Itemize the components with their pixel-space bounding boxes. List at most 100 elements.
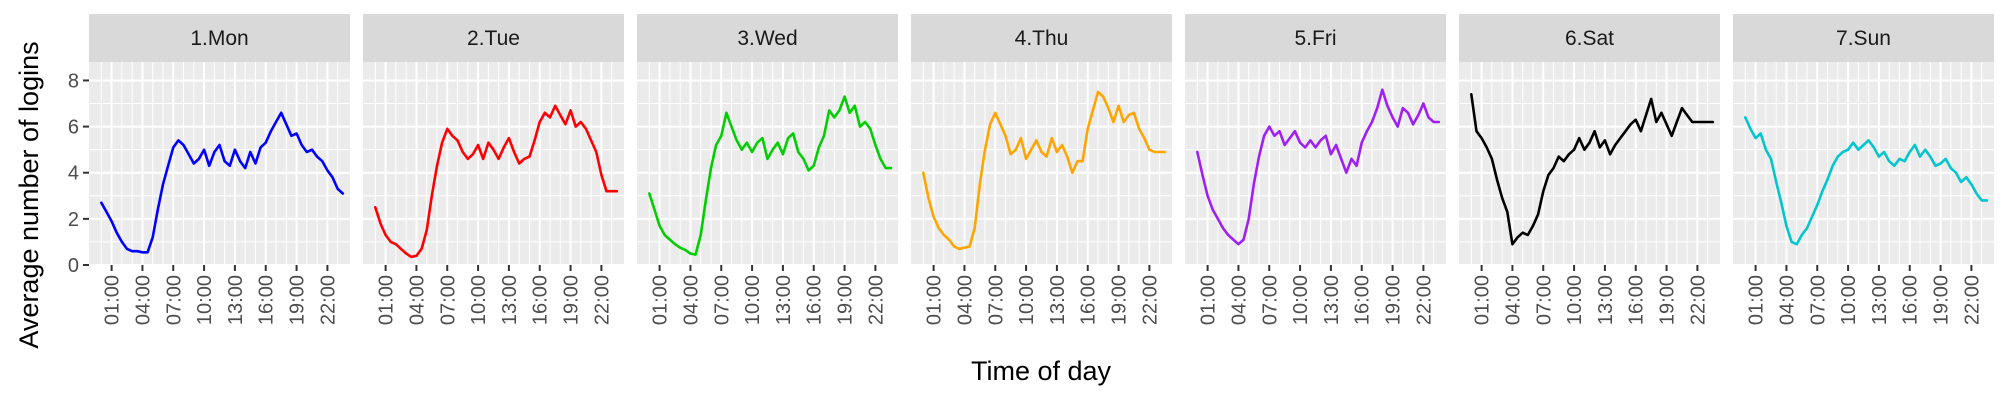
x-axis-title: Time of day (971, 356, 1112, 386)
x-tick-label: 22:00 (1687, 275, 1709, 325)
x-tick-label: 19:00 (1657, 275, 1679, 325)
facet-panel: 7.Sun 01:00 04:00 07:00 10:00 13:00 16:00 19:00… (1733, 14, 1994, 325)
x-tick-label: 22:00 (1961, 275, 1983, 325)
x-tick-label: 13:00 (1321, 275, 1343, 325)
facet-strip (1733, 14, 1994, 62)
facet-strip (1185, 14, 1446, 62)
x-tick-label: 07:00 (437, 275, 459, 325)
x-tick-label: 01:00 (102, 275, 124, 325)
x-tick-label: 19:00 (835, 275, 857, 325)
x-tick-label: 04:00 (680, 275, 702, 325)
x-tick-label: 10:00 (468, 275, 490, 325)
facet-strip (89, 14, 350, 62)
facet-strip-label: 2.Tue (467, 27, 520, 50)
x-tick-label: 13:00 (499, 275, 521, 325)
x-tick-label: 19:00 (561, 275, 583, 325)
panel-background (1185, 62, 1446, 265)
x-tick-label: 04:00 (132, 275, 154, 325)
x-tick-label: 10:00 (1290, 275, 1312, 325)
x-tick-label: 22:00 (1413, 275, 1435, 325)
y-axis: 0 2 4 6 8 (68, 70, 89, 277)
facet-strip (1459, 14, 1720, 62)
x-tick-label: 07:00 (985, 275, 1007, 325)
x-tick-label: 16:00 (1900, 275, 1922, 325)
y-tick-label: 2 (68, 209, 79, 231)
x-tick-label: 07:00 (1807, 275, 1829, 325)
y-tick-label: 8 (68, 70, 79, 92)
x-tick-label: 04:00 (954, 275, 976, 325)
panel-background (89, 62, 350, 265)
x-tick-label: 16:00 (1078, 275, 1100, 325)
x-tick-label: 01:00 (650, 275, 672, 325)
x-tick-label: 04:00 (1502, 275, 1524, 325)
facet-strip (363, 14, 624, 62)
series-line (1470, 93, 1715, 246)
x-tick-label: 13:00 (225, 275, 247, 325)
panel-background (1459, 62, 1720, 265)
facet-panel: 3.Wed 01:00 04:00 07:00 10:00 13:00 16:00 19:00… (637, 14, 898, 325)
x-tick-label: 10:00 (742, 275, 764, 325)
series-line (373, 104, 619, 259)
x-tick-label: 22:00 (1139, 275, 1161, 325)
x-tick-label: 19:00 (287, 275, 309, 325)
x-tick-label: 10:00 (1838, 275, 1860, 325)
facet-strip-label: 3.Wed (737, 27, 797, 50)
x-tick-label: 16:00 (804, 275, 826, 325)
x-tick-label: 19:00 (1383, 275, 1405, 325)
facet-strip-label: 5.Fri (1295, 27, 1337, 50)
x-tick-label: 01:00 (924, 275, 946, 325)
facet-strip-label: 1.Mon (190, 27, 248, 50)
x-tick-label: 01:00 (376, 275, 398, 325)
series-line (1744, 116, 1989, 246)
facet-strip (911, 14, 1172, 62)
x-tick-label: 04:00 (1776, 275, 1798, 325)
x-tick-label: 13:00 (1047, 275, 1069, 325)
facet-panel: 5.Fri 01:00 04:00 07:00 10:00 13:00 16:00 19:00… (1185, 14, 1446, 325)
facet-strip-label: 7.Sun (1836, 27, 1891, 50)
x-tick-label: 16:00 (1352, 275, 1374, 325)
facet-strip-label: 4.Thu (1015, 27, 1069, 50)
y-tick-label: 4 (68, 163, 79, 185)
panel-background (637, 62, 898, 265)
x-tick-label: 10:00 (1564, 275, 1586, 325)
x-tick-label: 19:00 (1109, 275, 1131, 325)
series-line (1196, 88, 1441, 246)
y-tick-label: 6 (68, 117, 79, 139)
panel-background (911, 62, 1172, 265)
facet-panel: 2.Tue 01:00 04:00 07:00 10:00 13:00 16:00 19:00… (363, 14, 624, 325)
series-line (647, 95, 893, 256)
panel-background (363, 62, 624, 265)
x-tick-label: 07:00 (1259, 275, 1281, 325)
series-line (100, 111, 345, 254)
facet-strip (637, 14, 898, 62)
x-tick-label: 07:00 (163, 275, 185, 325)
facet-panels: 1.Mon 01:00 04:00 07:00 10:00 13:00 16:00 19:00… (89, 14, 1994, 325)
y-axis-title: Average number of logins (14, 41, 44, 348)
facet-strip-label: 6.Sat (1565, 27, 1614, 50)
x-tick-label: 16:00 (256, 275, 278, 325)
y-tick-label: 0 (68, 255, 79, 277)
x-tick-label: 04:00 (1228, 275, 1250, 325)
x-tick-label: 22:00 (317, 275, 339, 325)
x-tick-label: 01:00 (1472, 275, 1494, 325)
series-line (921, 90, 1167, 251)
x-tick-label: 07:00 (711, 275, 733, 325)
x-tick-label: 13:00 (773, 275, 795, 325)
x-tick-label: 07:00 (1533, 275, 1555, 325)
x-tick-label: 10:00 (1016, 275, 1038, 325)
x-tick-label: 22:00 (591, 275, 613, 325)
x-tick-label: 01:00 (1198, 275, 1220, 325)
x-tick-label: 10:00 (194, 275, 216, 325)
x-tick-label: 16:00 (530, 275, 552, 325)
x-tick-label: 04:00 (406, 275, 428, 325)
x-tick-label: 13:00 (1595, 275, 1617, 325)
x-tick-label: 16:00 (1626, 275, 1648, 325)
x-tick-label: 13:00 (1869, 275, 1891, 325)
x-tick-label: 22:00 (865, 275, 887, 325)
facet-panel: 4.Thu 01:00 04:00 07:00 10:00 13:00 16:00 19:00… (911, 14, 1172, 325)
x-tick-label: 19:00 (1931, 275, 1953, 325)
facet-panel: 6.Sat 01:00 04:00 07:00 10:00 13:00 16:00 19:00… (1459, 14, 1720, 325)
x-tick-label: 01:00 (1746, 275, 1768, 325)
